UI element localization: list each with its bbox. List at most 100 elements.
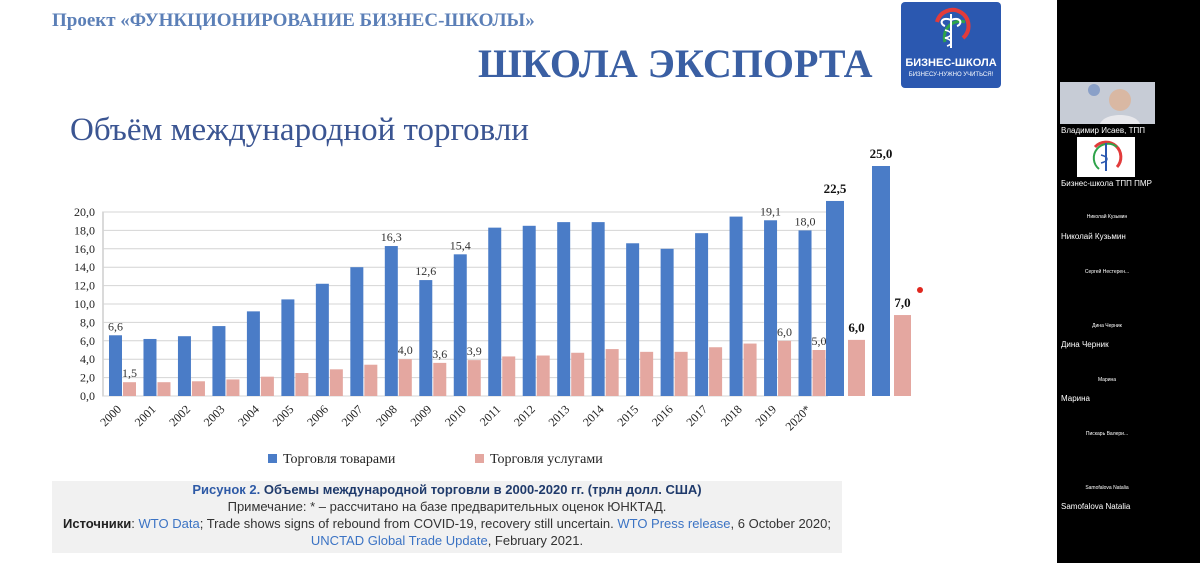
caption-sources: Источники: WTO Data; Trade shows signs o… [52, 515, 842, 549]
goods-bar [764, 220, 778, 396]
y-tick-label: 12,0 [74, 279, 95, 293]
goods-data-label: 12,6 [415, 264, 436, 278]
legend-services-swatch [475, 454, 484, 463]
legend-goods-label: Торговля товарами [283, 452, 396, 467]
x-tick-label: 2015 [614, 402, 641, 429]
goods-bar [143, 338, 157, 396]
y-tick-label: 10,0 [74, 297, 95, 311]
x-tick-label: 2018 [718, 402, 745, 429]
goods-bar [488, 227, 502, 396]
project-title: Проект «ФУНКЦИОНИРОВАНИЕ БИЗНЕС-ШКОЛЫ» [52, 10, 535, 31]
x-tick-label: 2013 [545, 402, 572, 429]
goods-bar [729, 216, 743, 396]
participant-video-0[interactable] [1060, 82, 1155, 124]
logo-title: БИЗНЕС-ШКОЛА [905, 57, 997, 69]
services-bar [709, 347, 723, 396]
x-tick-label: 2009 [408, 402, 435, 429]
services-bar [743, 343, 757, 396]
services-bar [364, 364, 378, 396]
services-bar [226, 379, 240, 396]
goods-data-label: 16,3 [381, 230, 402, 244]
tile-label-3: Сергей Нестерен... [1084, 269, 1130, 275]
services-bar [778, 340, 792, 396]
forecast-services-bar [848, 339, 865, 396]
forecast-data-label: 7,0 [894, 295, 910, 310]
caduceus-avatar-icon [1092, 140, 1123, 171]
y-tick-label: 20,0 [74, 205, 95, 219]
participant-avatar-1[interactable] [1077, 137, 1135, 177]
goods-bar [281, 299, 295, 396]
x-tick-label: 2007 [339, 402, 366, 429]
caduceus-icon [935, 7, 971, 48]
goods-bar [109, 335, 122, 396]
participant-tile-2[interactable]: Николай Кузьмин [1059, 186, 1155, 240]
services-bar [329, 369, 343, 396]
x-tick-label: 2004 [235, 402, 262, 429]
goods-data-label: 18,0 [795, 214, 816, 228]
presentation-slide: Проект «ФУНКЦИОНИРОВАНИЕ БИЗНЕС-ШКОЛЫ» Ш… [0, 0, 1057, 563]
services-bar [191, 381, 205, 396]
services-bar [398, 359, 412, 396]
x-tick-label: 2019 [752, 402, 779, 429]
participant-tile-4[interactable]: Дина Черник [1059, 295, 1155, 349]
services-bar [295, 373, 309, 396]
x-tick-label: 2012 [511, 402, 538, 429]
forecast-services-bar [894, 315, 911, 396]
y-tick-label: 2,0 [80, 371, 95, 385]
caption-note: Примечание: * – рассчитано на базе предв… [227, 499, 667, 514]
x-tick-label: 2010 [442, 402, 469, 429]
goods-bar [177, 336, 191, 396]
participant-tile-3[interactable]: Сергей Нестерен... [1059, 241, 1155, 295]
goods-bar [695, 233, 709, 396]
person-video-icon [1060, 82, 1155, 124]
x-tick-label: 2006 [304, 402, 331, 429]
x-tick-label: 2008 [373, 402, 400, 429]
figure-caption: Рисунок 2. Объемы международной торговли… [52, 481, 842, 553]
services-data-label: 3,9 [467, 344, 482, 358]
x-tick-label: 2000 [97, 402, 124, 429]
services-bar [605, 349, 619, 396]
goods-bar [660, 248, 674, 396]
y-tick-label: 8,0 [80, 315, 95, 329]
tile-label-4: Дина Черник [1092, 323, 1122, 329]
y-tick-label: 16,0 [74, 242, 95, 256]
services-data-label: 4,0 [398, 343, 413, 357]
goods-bar [591, 222, 605, 396]
caption-figure-text: Объемы международной торговли в 2000-202… [263, 482, 702, 497]
wto-data-link[interactable]: WTO Data [138, 516, 200, 531]
x-tick-label: 2017 [683, 402, 710, 429]
y-tick-label: 0,0 [80, 389, 95, 403]
forecast-goods-bar [872, 166, 890, 396]
forecast-goods-bar [826, 200, 844, 396]
tile-label-6: Пискарь Валери... [1085, 431, 1129, 437]
legend-services-label: Торговля услугами [490, 452, 603, 467]
services-bar [571, 352, 585, 396]
unctad-link[interactable]: UNCTAD Global Trade Update [310, 533, 488, 548]
participant-tile-6[interactable]: Пискарь Валери... [1059, 403, 1155, 457]
services-bar [433, 362, 447, 396]
goods-data-label: 19,1 [760, 204, 781, 218]
participant-name-7: Samofalova Natalia [1061, 502, 1131, 511]
services-bar [123, 382, 136, 396]
wto-press-link[interactable]: WTO Press release [617, 516, 731, 531]
participant-name-2: Николай Кузьмин [1061, 232, 1126, 241]
caption-figure-label: Рисунок 2. [192, 482, 261, 497]
goods-bar [453, 254, 467, 396]
trade-volume-chart: 0,0 2,0 4,0 6,0 8,0 10,0 12,0 14,0 16,0 18,0 20,0 6… [74, 146, 923, 467]
services-data-label: 1,5 [122, 366, 137, 380]
participant-name-5: Марина [1061, 394, 1090, 403]
goods-bar [557, 222, 571, 396]
x-tick-label: 2002 [166, 402, 193, 429]
services-bar [157, 382, 171, 396]
participant-name-4: Дина Черник [1061, 340, 1109, 349]
legend-goods-swatch [268, 454, 277, 463]
services-data-label: 5,0 [812, 334, 827, 348]
services-data-label: 6,0 [777, 325, 792, 339]
forecast-data-label: 22,5 [824, 181, 847, 196]
participant-tile-5[interactable]: Марина [1059, 349, 1155, 403]
logo-subtitle: БИЗНЕСУ-НУЖНО УЧИТЬСЯ! [908, 72, 994, 78]
x-tick-label: 2001 [132, 402, 159, 429]
participant-tile-7[interactable]: Samofalova Natalia [1059, 457, 1155, 511]
x-tick-label: 2005 [270, 402, 297, 429]
source1-text: ; Trade shows signs of rebound from COVI… [199, 516, 614, 531]
